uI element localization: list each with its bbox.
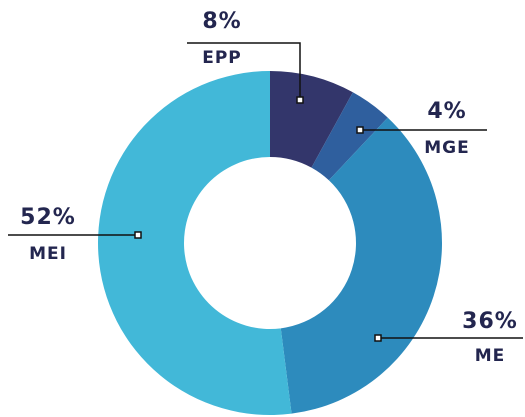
leader-marker [296,96,304,104]
donut-slice [270,71,353,168]
leader-marker [134,231,142,239]
category-label: MEI [29,244,67,264]
value-label: 36% [462,309,518,334]
donut-slice [311,92,388,181]
donut-slice [280,117,443,414]
category-label: EPP [202,48,242,68]
leader-line [187,42,301,100]
value-label: 8% [202,9,241,34]
leader-marker [374,334,382,342]
category-label: MGE [424,138,469,158]
leader-marker [356,126,364,134]
category-label: ME [475,346,506,366]
donut-slice [98,71,292,415]
value-label: 52% [20,205,76,230]
value-label: 4% [427,99,466,124]
